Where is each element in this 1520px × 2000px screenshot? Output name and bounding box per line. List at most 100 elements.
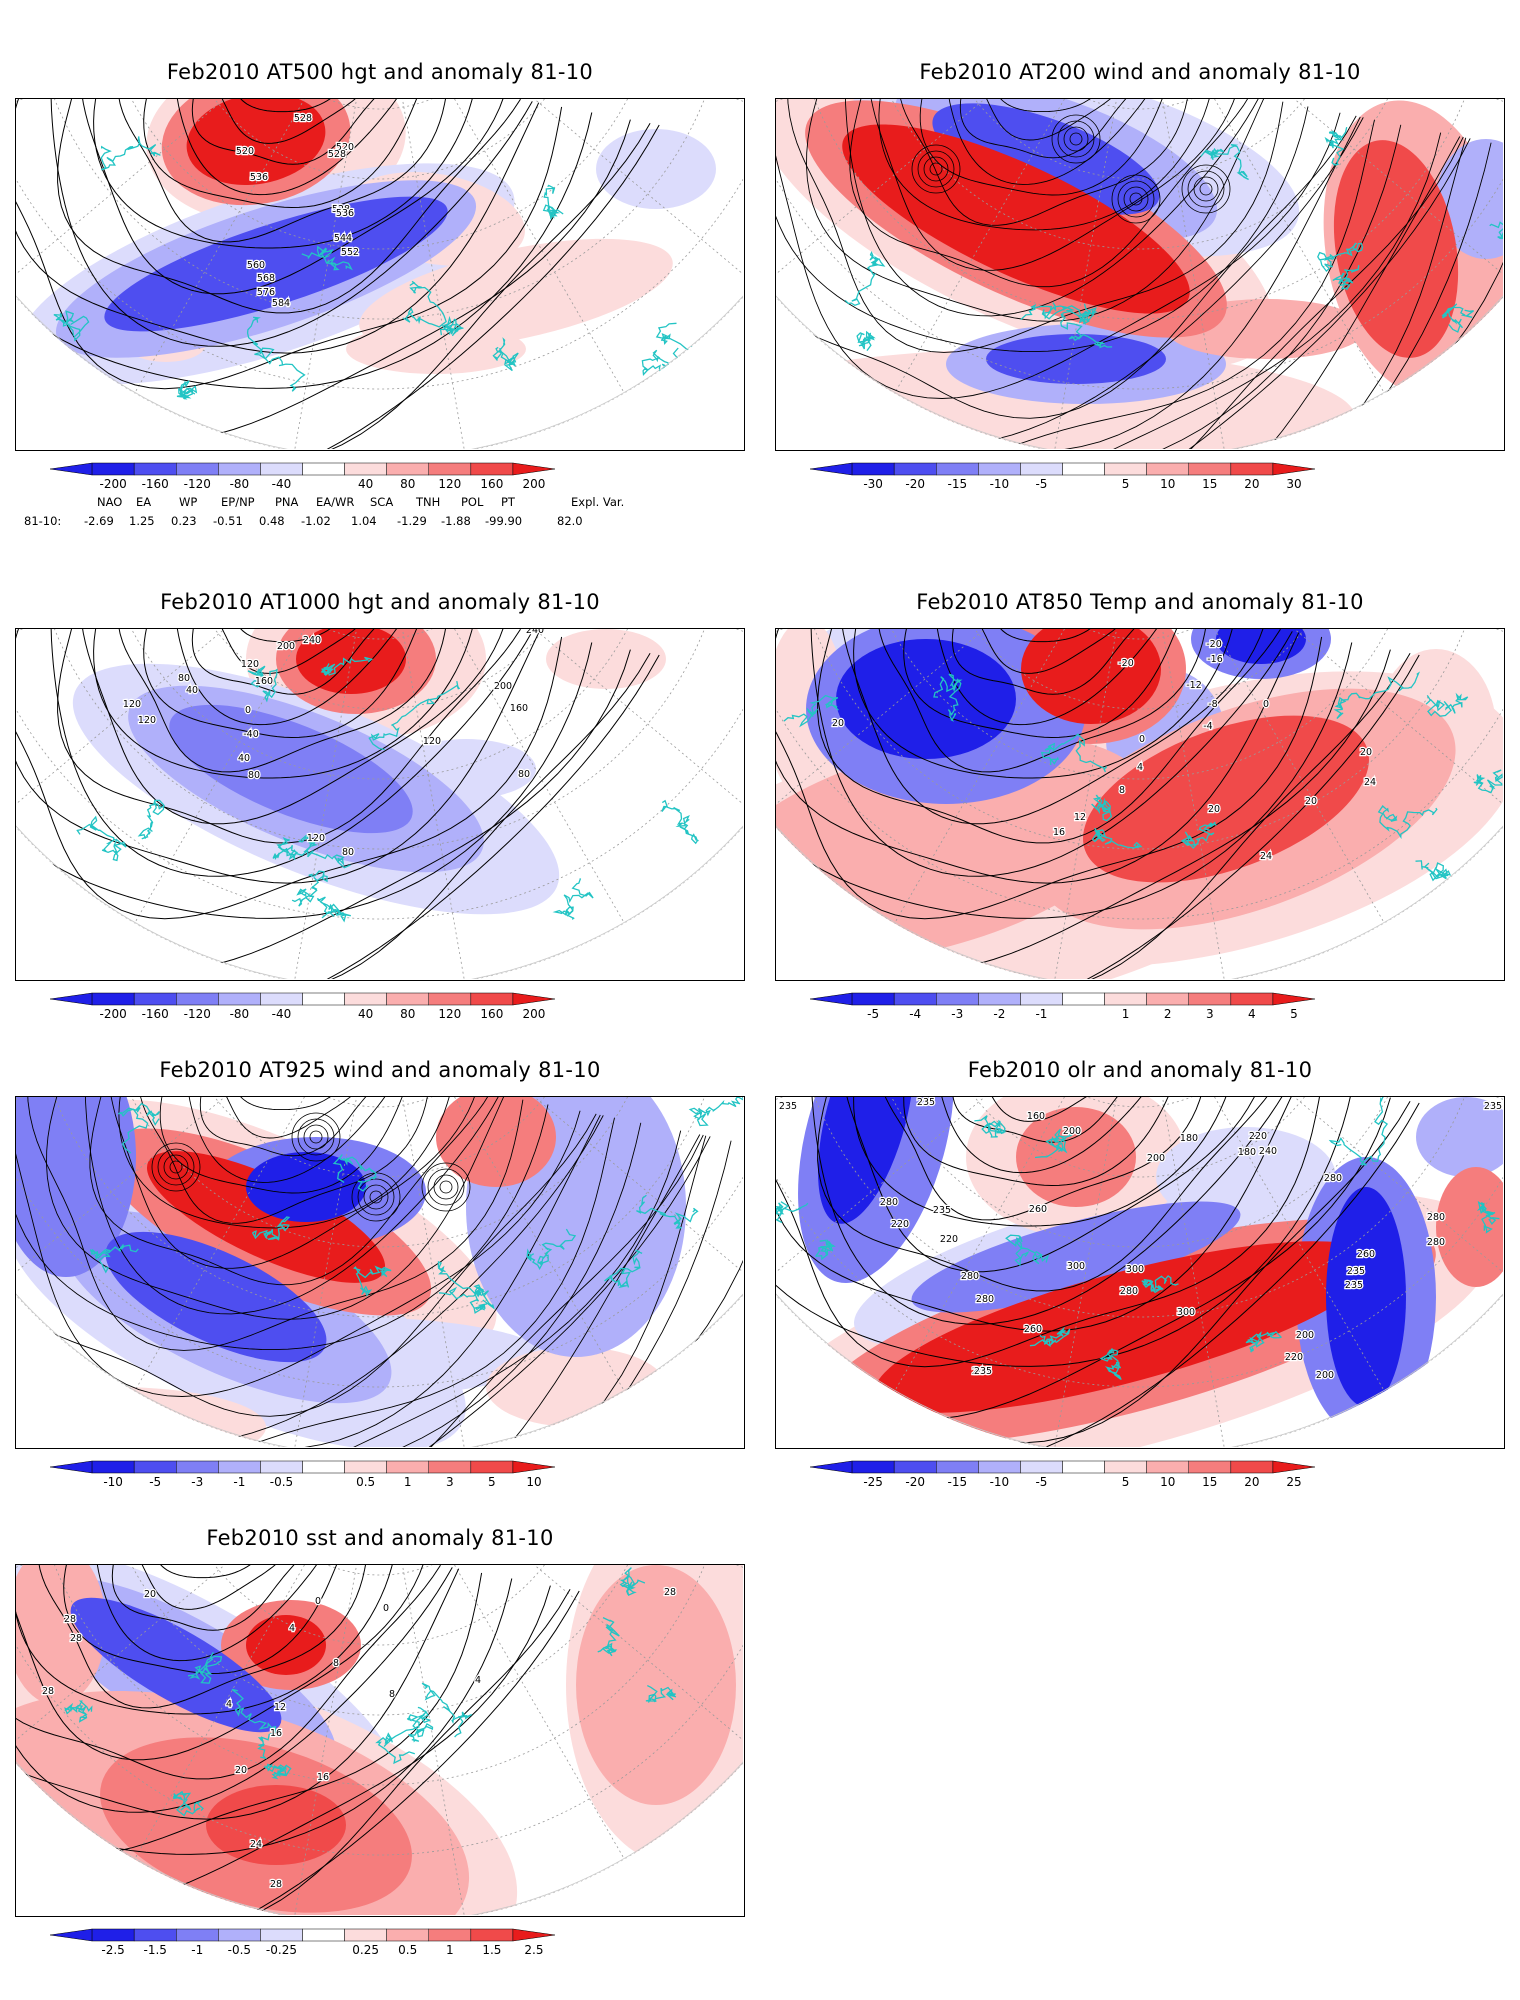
colorbar-tick-label: -10 [990, 1475, 1010, 1489]
colorbar-arrow-high [1272, 992, 1316, 1006]
colorbar-tick-label: 25 [1286, 1475, 1301, 1489]
contour-label: 160 [1027, 1111, 1045, 1122]
colorbar-swatch [428, 992, 472, 1006]
colorbar-tick-label: 200 [523, 477, 546, 491]
vortex-streamline [169, 1160, 183, 1174]
contour-line [152, 1565, 274, 1579]
contour-line [191, 99, 394, 165]
contour-label: 24 [250, 1839, 262, 1850]
colorbar-tick-label: 2.5 [524, 1943, 543, 1957]
panel-hgt1000: Feb2010 AT1000 hgt and anomaly 81-10 240… [15, 590, 745, 1030]
contour-line [232, 99, 354, 113]
colorbar-tick-label: 5 [1122, 1475, 1130, 1489]
vortex-streamline [291, 1112, 341, 1162]
panel-title: Feb2010 AT1000 hgt and anomaly 81-10 [160, 590, 600, 614]
streamline [16, 1097, 707, 1447]
contour-line [117, 629, 449, 773]
vortex-streamline [1199, 182, 1213, 196]
contour-label: 544 [334, 233, 352, 244]
contour-label: 24 [1364, 777, 1376, 788]
coastline [974, 1115, 1006, 1138]
anomaly-shading [1021, 629, 1161, 724]
colorbar-swatch [936, 462, 979, 476]
anomaly-shading [874, 1241, 1378, 1413]
contour-line [79, 629, 505, 825]
coastline [421, 1682, 473, 1738]
contour-line [79, 99, 505, 295]
streamline [185, 1097, 400, 1183]
colorbar-swatch [260, 992, 303, 1006]
streamline [107, 1097, 478, 1269]
contour-line [174, 99, 410, 196]
coastline [1099, 1348, 1122, 1380]
meridian-gridline [1139, 1097, 1385, 1392]
streamline [118, 1097, 453, 1229]
contour-label: 20 [1208, 804, 1220, 815]
panel-wind925: Feb2010 AT925 wind and anomaly 81-10 -10… [15, 1058, 745, 1498]
coastline [251, 1216, 291, 1241]
index-header-row: NAO EA WP EP/NP PNA EA/WR SCA TNH POL PT… [24, 495, 624, 509]
map-layer [16, 1565, 743, 1915]
contour-line [776, 629, 1420, 979]
index-row-label: 81-10: [24, 514, 62, 528]
index-value: -0.51 [213, 514, 243, 528]
anomaly-shading [346, 324, 526, 374]
contour-label: 200 [1316, 1370, 1334, 1381]
colorbar-swatch [91, 1460, 135, 1474]
coastline [368, 680, 461, 751]
panel-olr: Feb2010 olr and anomaly 81-10 235 235 160 2… [775, 1058, 1505, 1498]
contour-label: 160 [510, 703, 528, 714]
panel-temp850: Feb2010 AT850 Temp and anomaly 81-10 -20… [775, 590, 1505, 1030]
contour-label: 200 [277, 641, 295, 652]
contour-label: -4 [1203, 721, 1212, 732]
contour-label: 80 [342, 847, 354, 858]
index-value: 0.23 [171, 514, 197, 528]
index-value: -2.69 [84, 514, 114, 528]
coastline [815, 1239, 836, 1261]
meridian-gridline [294, 99, 380, 449]
colorbar-swatch [386, 1460, 429, 1474]
colorbar-tick-label: -160 [142, 477, 169, 491]
contour-line [50, 99, 533, 347]
anomaly-shading [105, 1231, 327, 1363]
contour-label: 528 [294, 113, 312, 124]
colorbar-svg: -200 -160 -120 -80 -40 40 80 120 160 200 [49, 992, 556, 1021]
colorbar-tick-label: -80 [230, 1007, 250, 1021]
anomaly-shading [1416, 1097, 1503, 1177]
anomaly-shading [206, 1785, 346, 1865]
anomaly-shading [576, 1565, 736, 1805]
colorbar-tick-label: -3 [191, 1475, 203, 1489]
coastline [856, 330, 876, 351]
colorbar-swatch [1146, 462, 1189, 476]
contour-label: 235 [1345, 1280, 1363, 1291]
anomaly-shading [16, 1097, 136, 1277]
contour-line [776, 1097, 1353, 1367]
vortex-streamline [1181, 164, 1231, 214]
streamline [16, 1097, 701, 1447]
anomaly-shading [16, 1565, 106, 1705]
anomaly-shading [1326, 1187, 1406, 1407]
contour-label: 28 [70, 1633, 82, 1644]
contour-line [817, 1097, 1281, 1292]
colorbar-tick-label: 30 [1286, 477, 1301, 491]
anomaly-shading [1436, 1167, 1503, 1287]
colorbar-swatch [218, 992, 261, 1006]
streamline [159, 1097, 411, 1194]
colorbar-tick-label: 120 [438, 477, 461, 491]
streamline [878, 99, 1213, 231]
panel-title: Feb2010 sst and anomaly 81-10 [206, 1526, 554, 1550]
streamline [199, 1097, 387, 1157]
contour-label: 0 [383, 1603, 389, 1614]
contour-label: 300 [1126, 1264, 1144, 1275]
contour-label: 220 [940, 1234, 958, 1245]
contour-line [16, 1565, 460, 1820]
contour-line [50, 629, 533, 877]
colorbar-swatch [1020, 462, 1063, 476]
coastline [661, 799, 699, 845]
contour-label: 536 [336, 208, 354, 219]
coastline [1200, 144, 1249, 181]
colorbar-tick-label: 3 [1206, 1007, 1214, 1021]
contour-label: 28 [664, 1587, 676, 1598]
colorbar-swatch [1020, 1460, 1063, 1474]
anomaly-shading [359, 238, 673, 350]
